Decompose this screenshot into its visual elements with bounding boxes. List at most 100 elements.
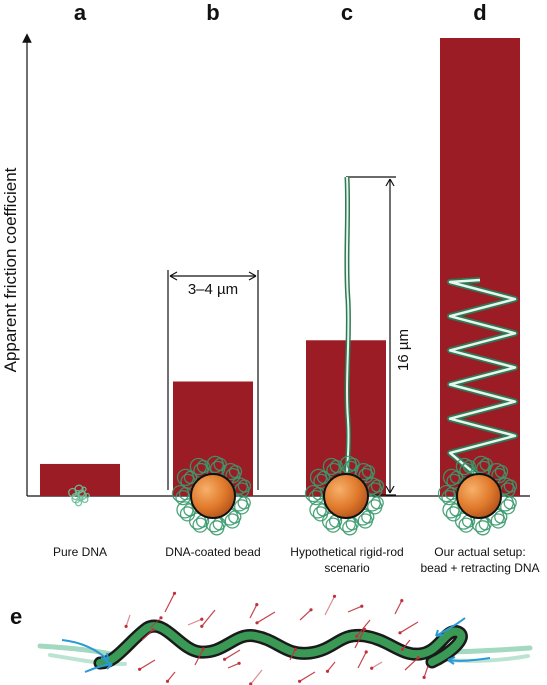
force-arrow-head [200, 624, 204, 628]
force-arrow-head [200, 617, 204, 621]
force-arrow-head [309, 608, 313, 612]
rod-length-label: 16 µm [395, 329, 412, 371]
force-arrow [249, 604, 258, 619]
dna-loop [361, 464, 376, 479]
dna-loop [478, 517, 492, 531]
dna-loop [503, 496, 517, 510]
panel-letter-b: b [206, 0, 219, 25]
force-arrow [227, 662, 240, 669]
force-arrows [124, 591, 429, 685]
force-arrow-head [223, 657, 227, 661]
bead-c [323, 473, 369, 519]
force-arrow [224, 649, 241, 660]
panel-letter-c: c [341, 0, 353, 25]
force-arrow [402, 639, 411, 650]
dna-loop [361, 510, 375, 524]
force-arrow [289, 649, 296, 661]
panel-letter-d: d [473, 0, 486, 25]
force-arrow-head [332, 594, 337, 598]
caption-c-line2: scenario [324, 561, 370, 575]
panel-letter-e: e [10, 604, 22, 629]
force-arrow [354, 629, 366, 649]
force-arrow-head [400, 599, 404, 603]
force-arrow [125, 614, 131, 627]
dna-loop [449, 470, 464, 485]
panel-letter-a: a [74, 0, 87, 25]
caption-a: Pure DNA [53, 545, 107, 559]
force-arrow [357, 651, 367, 669]
dna-loop [345, 517, 359, 531]
dna-loop [183, 470, 198, 485]
dna-loop [329, 459, 344, 474]
force-arrow-head [370, 666, 374, 670]
force-arrow-head [255, 621, 259, 625]
dna-loop [462, 459, 477, 474]
dna-loop [494, 510, 508, 524]
force-arrow [187, 618, 203, 626]
force-arrow-head [422, 675, 426, 680]
force-arrow-head [355, 634, 359, 638]
force-arrow [327, 661, 336, 672]
dna-loop [316, 470, 331, 485]
dna-loop [370, 496, 384, 510]
force-arrow-head [364, 650, 368, 654]
force-arrow-head [151, 628, 155, 632]
force-arrow-head [124, 624, 128, 629]
force-arrow-head [165, 679, 170, 683]
flow-arrows [61, 617, 491, 673]
caption-d-line1: Our actual setup: [434, 545, 525, 559]
force-arrow [423, 665, 429, 678]
y-axis-label: Apparent friction coefficient [1, 167, 20, 372]
force-arrow-head [400, 647, 405, 651]
dna-coating-bead-d [437, 455, 518, 536]
dna-loop [503, 479, 518, 493]
dna-loop [370, 479, 385, 493]
force-arrow-head [362, 627, 367, 631]
force-arrow-head [255, 603, 259, 607]
force-arrow-head [138, 667, 142, 671]
dna-loop [71, 492, 79, 501]
bead-size-bracket [167, 270, 259, 490]
force-arrow-head [201, 647, 205, 651]
dna-loop [74, 499, 83, 507]
force-arrow [299, 609, 312, 621]
dna-loop [237, 496, 251, 510]
force-arrow-head [293, 647, 297, 651]
force-arrow [167, 671, 176, 682]
dna-loop [494, 464, 509, 479]
force-arrow [149, 617, 162, 629]
dna-loop [196, 459, 211, 474]
force-arrow-head [249, 682, 253, 685]
caption-d-line2: bead + retracting DNA [420, 561, 539, 575]
force-arrow-head [360, 604, 364, 608]
bead-d [456, 473, 502, 519]
force-arrow-head [325, 669, 330, 673]
dna-loop [77, 489, 86, 497]
force-arrow-head [398, 631, 402, 635]
force-arrow [164, 593, 176, 613]
dna-clump-pure [68, 484, 90, 507]
dna-loop [81, 495, 89, 504]
force-arrow [250, 669, 263, 685]
dna-loop [84, 492, 90, 499]
bead-size-label: 3–4 µm [188, 281, 238, 298]
caption-b: DNA-coated bead [165, 545, 260, 559]
force-arrow [256, 611, 276, 624]
force-arrow-head [172, 591, 177, 595]
force-arrow [404, 657, 419, 671]
force-arrow-head [416, 656, 420, 660]
force-arrow [399, 621, 419, 634]
force-arrow-head [159, 616, 163, 620]
force-arrow [324, 596, 336, 616]
dna-loop [228, 464, 243, 479]
force-arrow [141, 629, 154, 641]
force-arrow [394, 600, 403, 615]
force-arrow-head [237, 661, 241, 665]
force-arrow [371, 661, 383, 669]
force-arrow [139, 659, 156, 670]
caption-c-line1: Hypothetical rigid-rod [290, 545, 403, 559]
dna-loop [81, 486, 87, 492]
force-arrow [347, 605, 363, 613]
rod-length-bracket [346, 176, 396, 496]
